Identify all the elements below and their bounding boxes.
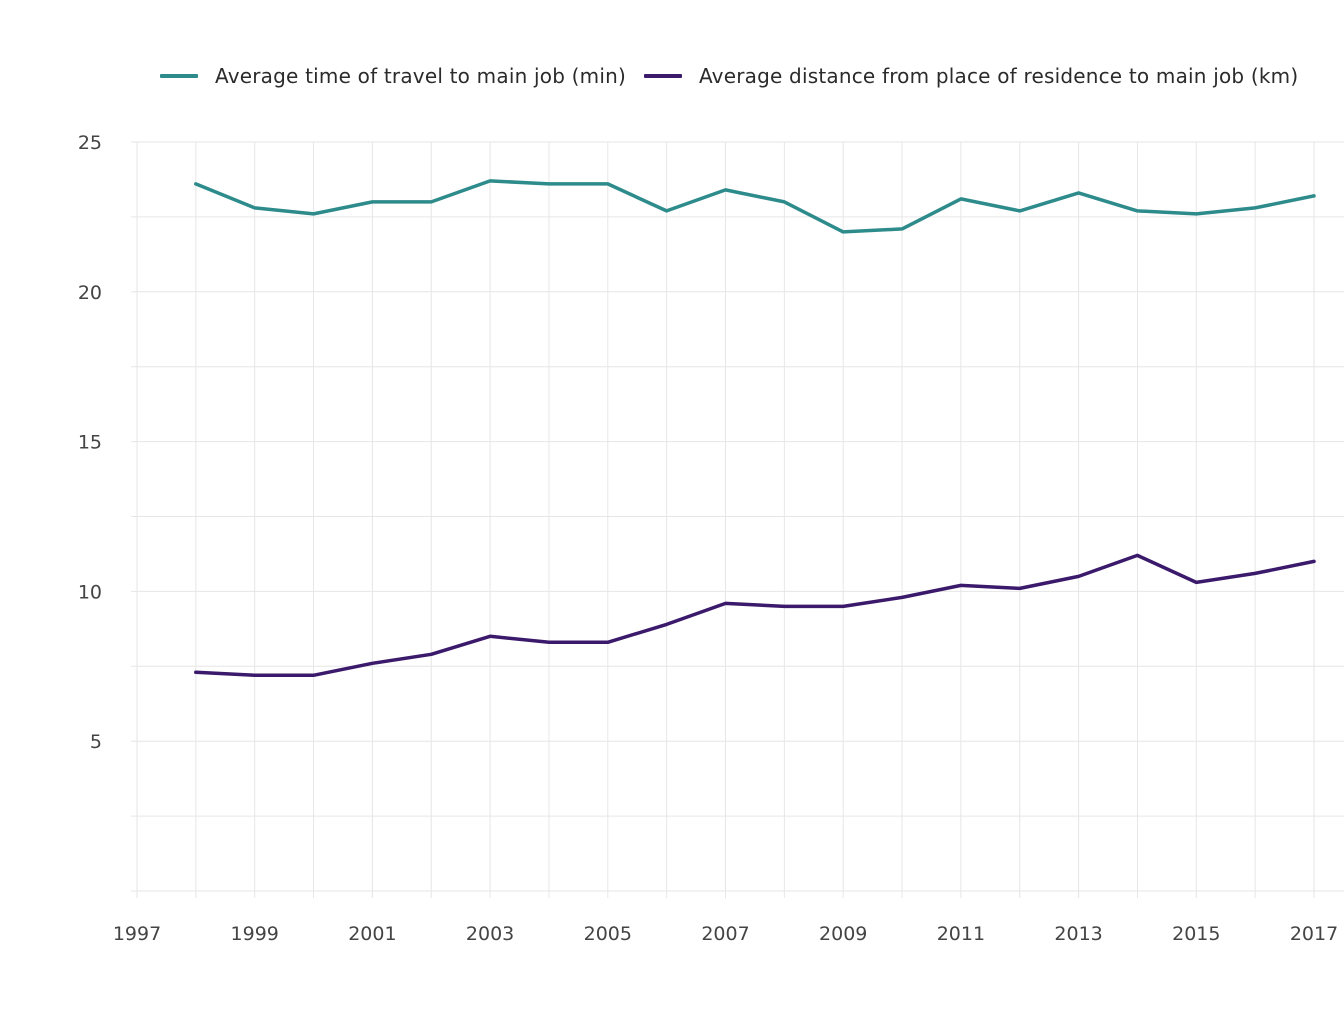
y-tick-label: 15 (78, 432, 102, 454)
x-tick-label: 2001 (348, 923, 396, 945)
x-tick-label: 1999 (231, 923, 279, 945)
legend-swatch-distance (643, 74, 682, 78)
legend: Average time of travel to main job (min)… (160, 60, 1316, 92)
legend-label-travel-time: Average time of travel to main job (min) (215, 64, 626, 88)
legend-swatch-travel-time (160, 74, 198, 78)
x-tick-label: 1997 (113, 923, 161, 945)
legend-item-travel-time: Average time of travel to main job (min) (160, 64, 626, 88)
x-tick-label: 2015 (1172, 923, 1220, 945)
y-tick-label: 25 (78, 132, 102, 154)
x-tick-label: 2011 (937, 923, 985, 945)
series-line-travel-time (194, 179, 1316, 234)
x-tick-label: 2013 (1054, 923, 1102, 945)
x-tick-label: 2007 (701, 923, 749, 945)
y-tick-label: 5 (90, 731, 102, 753)
legend-item-distance: Average distance from place of residence… (643, 64, 1299, 88)
y-tick-label: 10 (78, 581, 102, 603)
x-tick-label: 2003 (466, 923, 514, 945)
x-tick-label: 2005 (584, 923, 632, 945)
series-line-distance (194, 553, 1316, 678)
legend-label-distance: Average distance from place of residence… (698, 64, 1299, 88)
x-tick-label: 2009 (819, 923, 867, 945)
y-tick-label: 20 (78, 282, 102, 304)
x-tick-label: 2017 (1290, 923, 1338, 945)
